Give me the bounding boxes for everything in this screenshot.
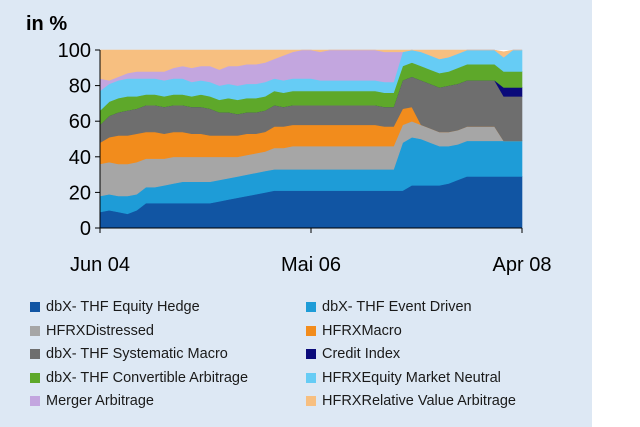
- legend-label: HFRXMacro: [322, 322, 402, 339]
- legend-item-hfrxequity-market-neutral: HFRXEquity Market Neutral: [306, 369, 501, 387]
- legend-swatch: [30, 349, 40, 359]
- legend-item-hfrxrelative-value-arbitrage: HFRXRelative Value Arbitrage: [306, 392, 516, 410]
- legend-label: dbX- THF Equity Hedge: [46, 299, 200, 315]
- y-tick-label: 60: [69, 111, 91, 133]
- y-tick-label: 40: [69, 147, 91, 169]
- y-tick-label: 80: [69, 76, 91, 98]
- legend-swatch: [306, 349, 316, 359]
- legend-swatch: [306, 325, 316, 336]
- legend-label: dbX- THF Systematic Macro: [46, 346, 228, 362]
- legend-item-dbx-thf-event-driven: dbX- THF Event Driven: [306, 298, 472, 316]
- legend-item-hfrxmacro: HFRXMacro: [306, 322, 402, 340]
- legend-label: dbX- THF Convertible Arbitrage: [46, 369, 249, 386]
- chart-panel: 0 20 40 60 80 100 Jun 04 Mai 06 Apr 08 in % dbX-…: [0, 0, 592, 427]
- legend-swatch: [30, 325, 40, 336]
- legend-swatch: [306, 372, 316, 383]
- legend-item-dbx-thf-systematic-macro: dbX- THF Systematic Macro: [30, 345, 228, 363]
- y-tick-label: 100: [58, 40, 91, 62]
- legend-swatch: [30, 372, 40, 383]
- legend-label: HFRXDistressed: [46, 322, 154, 339]
- legend-item-dbx-thf-equity-hedge: dbX- THF Equity Hedge: [30, 298, 200, 316]
- legend-label: Merger Arbitrage: [46, 393, 154, 409]
- area-series-group: [99, 49, 523, 229]
- y-tick-label: 0: [80, 218, 91, 240]
- y-tick-label: 20: [69, 182, 91, 204]
- legend-label: HFRXEquity Market Neutral: [322, 369, 501, 386]
- legend-item-merger-arbitrage: Merger Arbitrage: [30, 392, 154, 410]
- legend-item-hfrxdistressed: HFRXDistressed: [30, 322, 154, 340]
- axes-group: 0 20 40 60 80 100 Jun 04 Mai 06 Apr 08: [58, 40, 552, 276]
- legend-swatch: [30, 396, 40, 406]
- area-hfrxrelative-value-arbitrage: [99, 49, 522, 81]
- legend-item-credit-index: Credit Index: [306, 345, 400, 363]
- legend-swatch: [30, 302, 40, 312]
- x-tick-label: Jun 04: [70, 254, 130, 276]
- legend-label: dbX- THF Event Driven: [322, 299, 472, 315]
- x-tick-label: Mai 06: [281, 254, 341, 276]
- legend-swatch: [306, 396, 316, 406]
- legend-item-dbx-thf-convertible-arbitrage: dbX- THF Convertible Arbitrage: [30, 369, 248, 387]
- x-tick-label: Apr 08: [493, 254, 552, 276]
- legend-label: HFRXRelative Value Arbitrage: [322, 393, 516, 409]
- legend-swatch: [306, 302, 316, 312]
- y-axis-unit-label: in %: [26, 13, 67, 35]
- stacked-area-chart: 0 20 40 60 80 100 Jun 04 Mai 06 Apr 08 in %: [26, 13, 552, 276]
- legend-label: Credit Index: [322, 346, 401, 362]
